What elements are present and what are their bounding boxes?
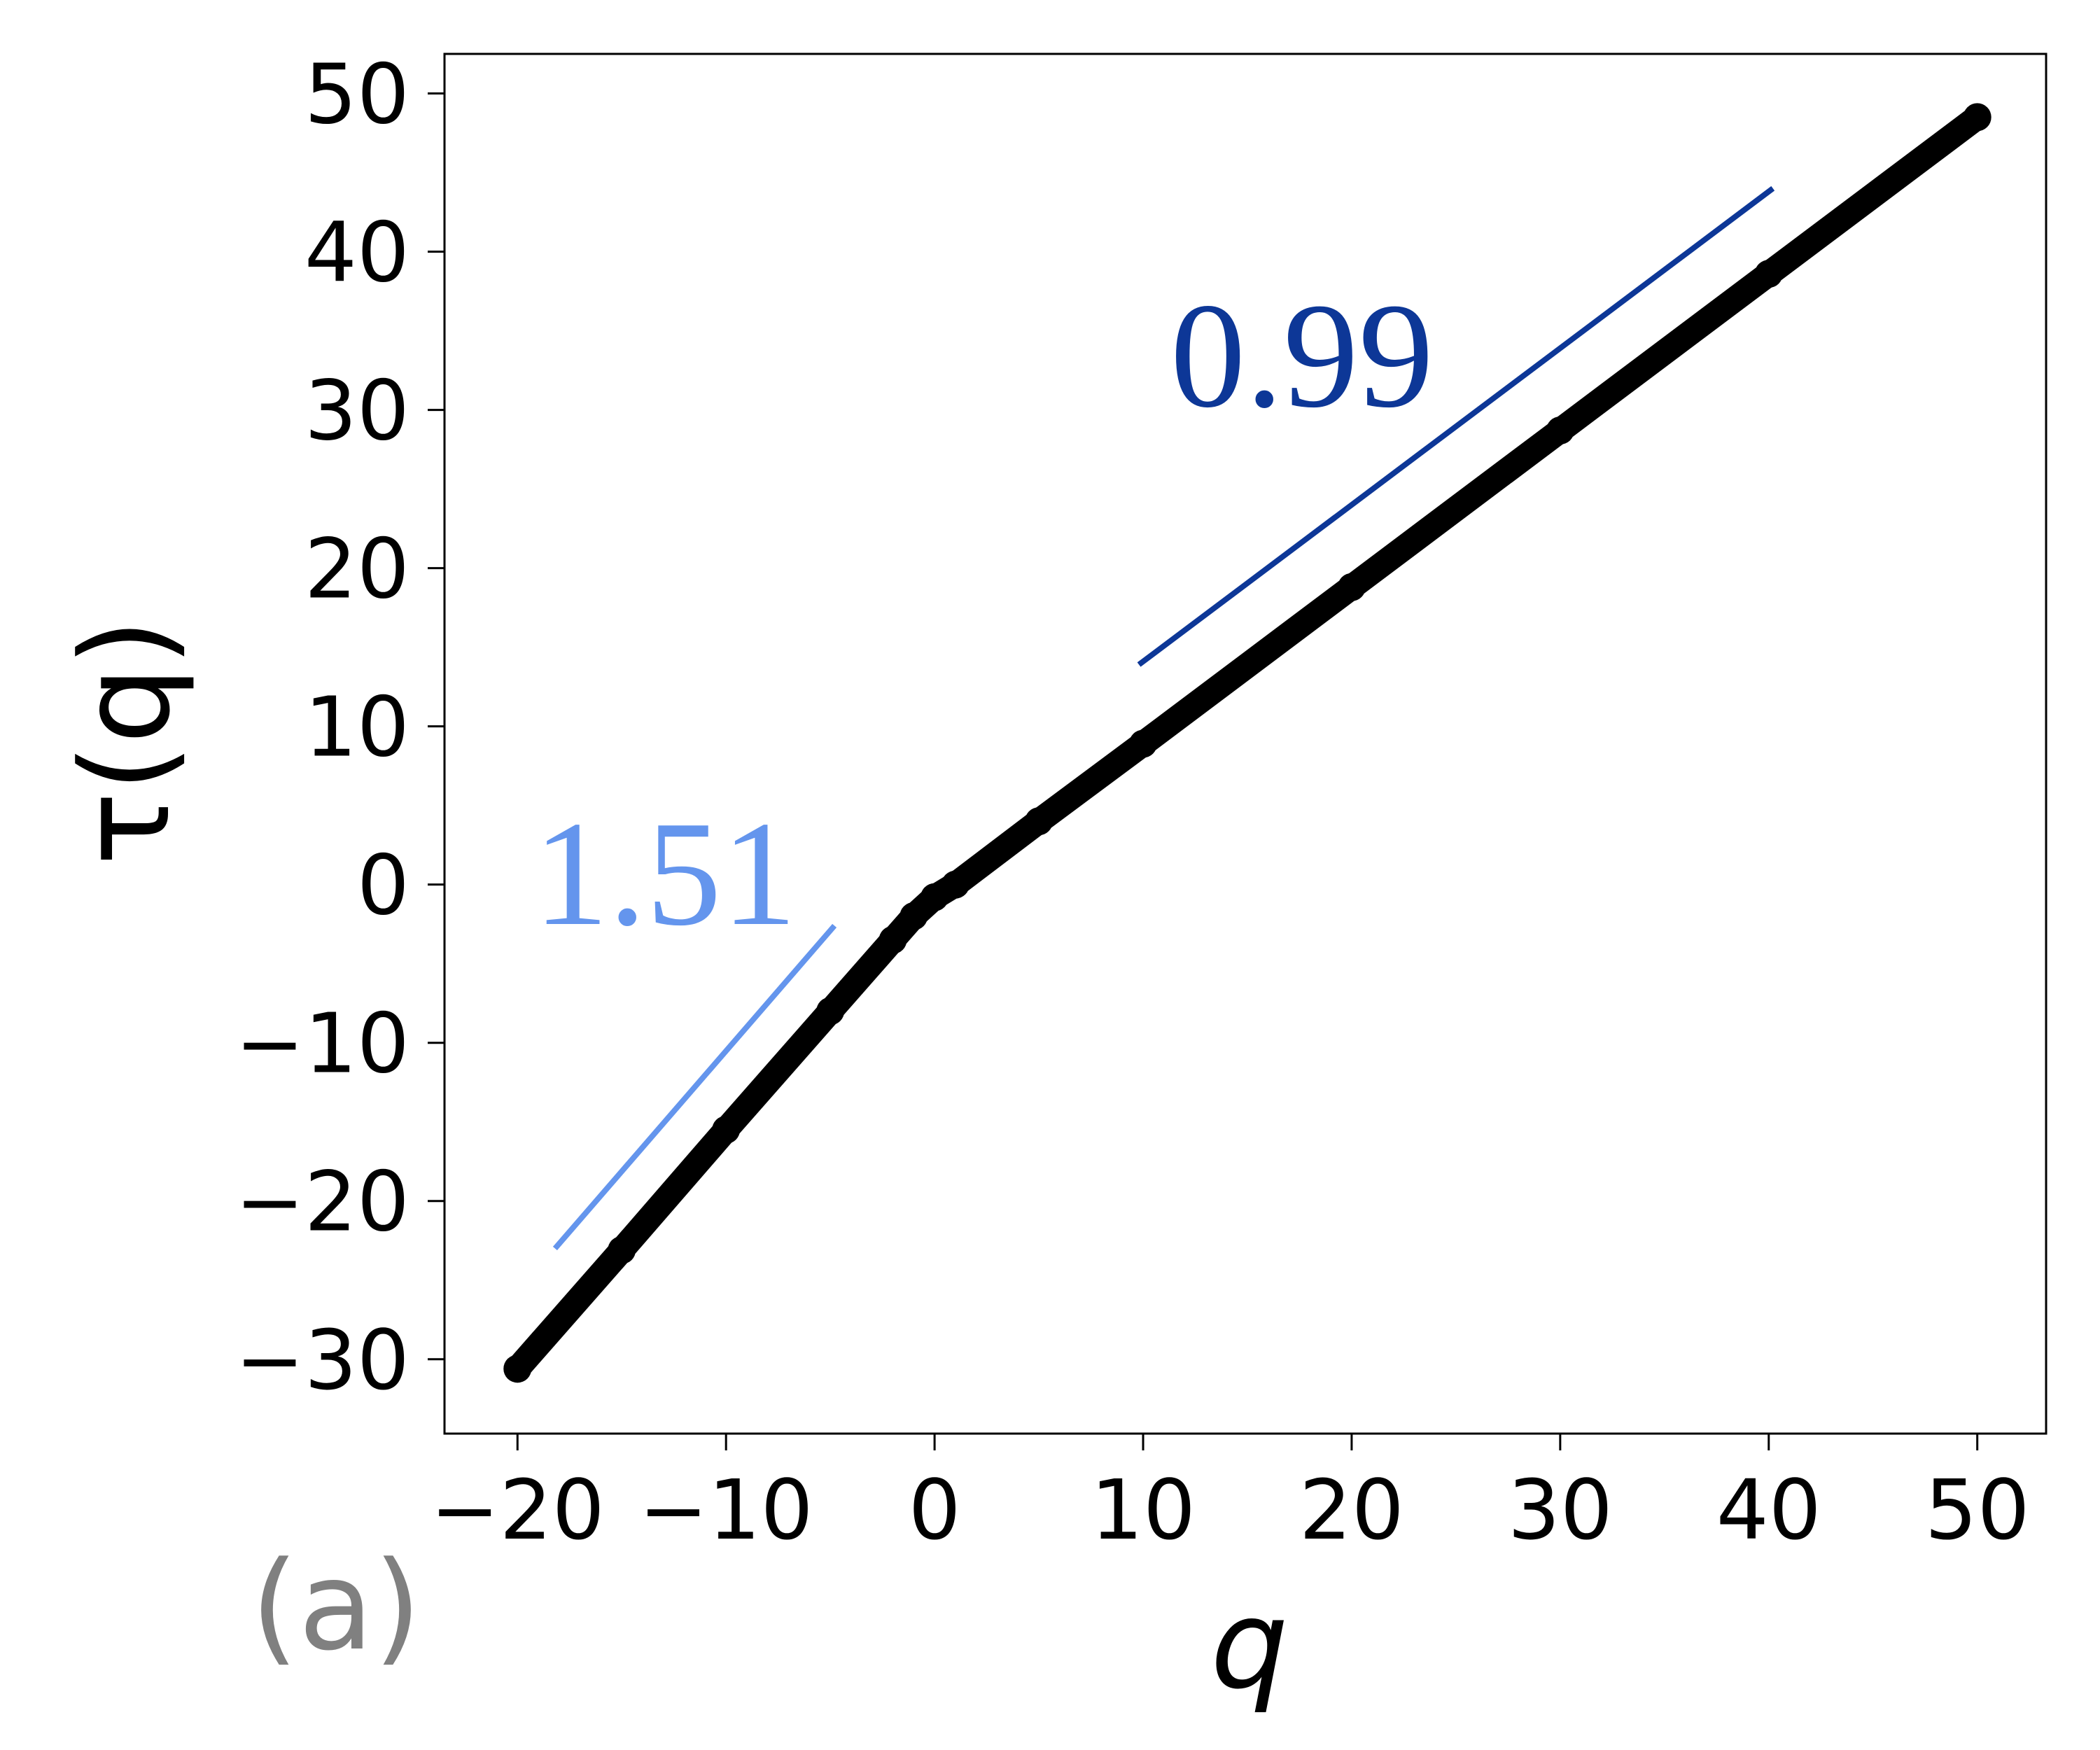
y-tick-label: −20 xyxy=(235,1154,410,1250)
x-tick-label: 40 xyxy=(1716,1462,1821,1558)
data-point xyxy=(608,1236,636,1264)
data-point xyxy=(1129,729,1158,758)
data-point xyxy=(816,997,845,1026)
slope-annotation: 0.99 xyxy=(1170,272,1434,439)
reference-line xyxy=(552,923,837,1251)
x-tick-label: 20 xyxy=(1299,1462,1404,1558)
data-point xyxy=(503,1354,532,1383)
reference-line xyxy=(1137,186,1775,667)
y-axis-label: τ(q) xyxy=(55,619,197,866)
data-point xyxy=(899,902,928,930)
data-point xyxy=(1025,807,1054,836)
y-tick-label: −10 xyxy=(235,995,410,1092)
data-point xyxy=(712,1116,741,1144)
x-tick-label: 30 xyxy=(1508,1462,1613,1558)
x-tick-label: 0 xyxy=(909,1462,961,1558)
data-point xyxy=(1963,103,1991,132)
data-point xyxy=(878,925,907,954)
plot-frame xyxy=(443,52,2047,1435)
data-point xyxy=(920,883,949,911)
slope-annotation: 1.51 xyxy=(533,790,797,957)
x-tick-label: −10 xyxy=(639,1462,813,1558)
x-tick-label: −20 xyxy=(430,1462,605,1558)
data-point xyxy=(1546,416,1574,444)
y-tick-label: −30 xyxy=(235,1312,410,1408)
data-point xyxy=(941,870,969,899)
y-tick-label: 50 xyxy=(304,46,410,143)
y-tick-label: 40 xyxy=(304,204,410,301)
x-axis-label: q xyxy=(1210,1574,1288,1716)
y-tick-label: 20 xyxy=(304,521,410,617)
y-tick-label: 0 xyxy=(357,837,410,934)
panel-label: (a) xyxy=(251,1536,421,1678)
data-point xyxy=(1337,573,1366,601)
y-tick-label: 30 xyxy=(304,363,410,459)
y-tick-label: 10 xyxy=(304,679,410,776)
data-point xyxy=(1754,260,1783,288)
x-tick-label: 50 xyxy=(1925,1462,2030,1558)
x-tick-label: 10 xyxy=(1091,1462,1196,1558)
